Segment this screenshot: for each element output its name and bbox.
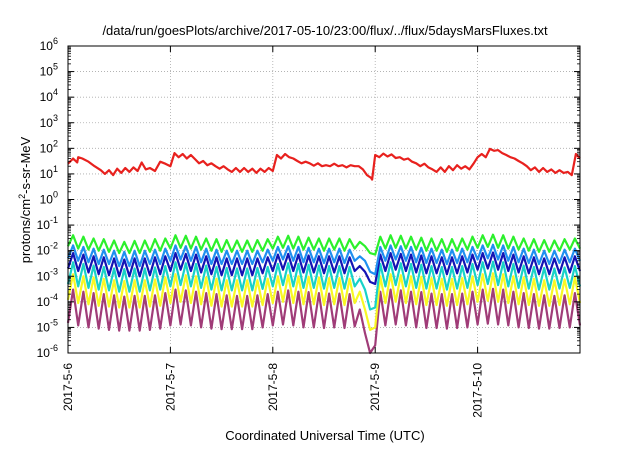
x-axis-label: Coordinated Universal Time (UTC): [225, 428, 424, 443]
grid-lines: [68, 46, 580, 353]
y-tick-label: 10-6: [37, 343, 58, 360]
y-tick-label: 10-4: [37, 292, 58, 309]
y-tick-label: 103: [40, 113, 58, 130]
y-tick-label: 105: [40, 62, 58, 79]
y-tick-label: 10-5: [37, 317, 58, 334]
x-tick-label: 2017-5-10: [471, 363, 485, 418]
y-tick-label: 102: [40, 138, 58, 155]
series-line: [67, 233, 581, 256]
y-tick-label: 104: [40, 87, 58, 104]
x-tick-label: 2017-5-8: [266, 363, 280, 411]
y-tick-label: 101: [40, 164, 58, 181]
series-line: [66, 272, 582, 331]
y-tick-label: 10-3: [37, 266, 58, 283]
plot-frame: [67, 45, 581, 354]
series-lines: [66, 147, 582, 355]
x-tick-label: 2017-5-7: [163, 363, 177, 411]
y-tick-label: 106: [40, 36, 58, 53]
series-line: [66, 243, 582, 276]
axes: [67, 45, 581, 354]
series-line: [66, 287, 582, 355]
x-tick-label: 2017-5-6: [61, 363, 75, 411]
y-tick-label: 10-1: [37, 215, 58, 232]
y-tick-label: 100: [40, 190, 58, 207]
series-line: [66, 251, 582, 286]
y-tick-label: 10-2: [37, 241, 58, 258]
y-axis-label: protons/cm2-s-sr-MeV: [17, 136, 33, 263]
chart-title: /data/run/goesPlots/archive/2017-05-10/2…: [102, 23, 548, 38]
series-line: [67, 147, 581, 181]
x-tick-label: 2017-5-9: [368, 363, 382, 411]
series-line: [66, 260, 582, 311]
tick-labels: 10-6 10-5 10-4 10-3 10-2 10-1 100 101 102 103 104 1…: [37, 36, 485, 418]
